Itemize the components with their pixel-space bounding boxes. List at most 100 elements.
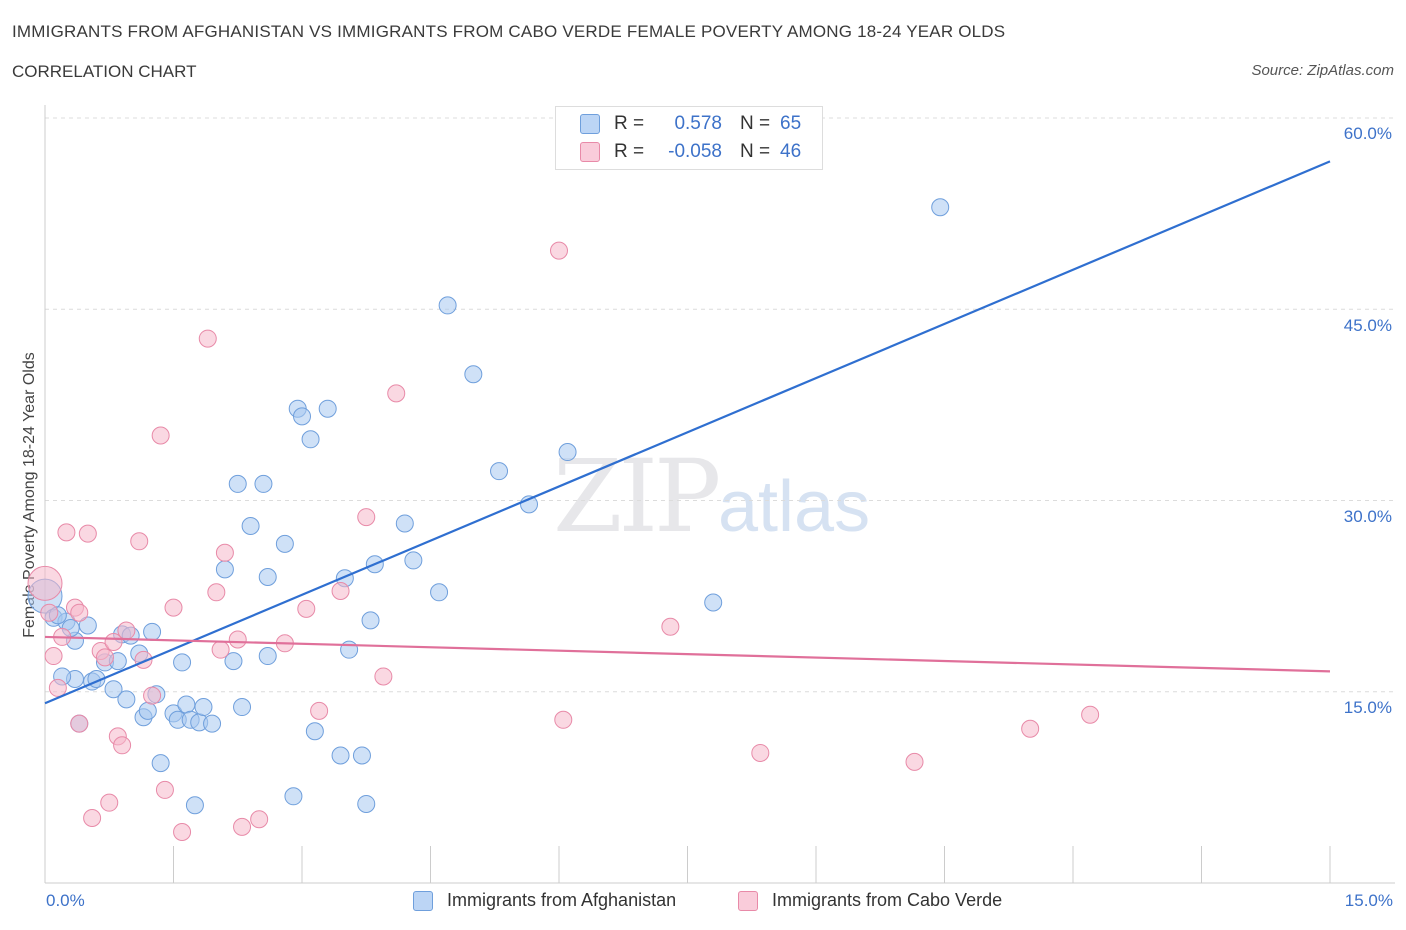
data-point-cabo-verde [297, 599, 316, 618]
data-point-cabo-verde [164, 598, 183, 617]
watermark-atlas: atlas [718, 467, 871, 547]
data-point-cabo-verde [233, 817, 252, 836]
data-point-afghanistan [293, 407, 311, 426]
data-point-cabo-verde [387, 384, 406, 403]
data-point-afghanistan [931, 198, 950, 217]
series-cabo-verde-points [27, 241, 1100, 841]
n-value: 46 [780, 141, 802, 162]
data-point-cabo-verde [250, 810, 269, 829]
n-value: 65 [780, 113, 802, 134]
stats-row-cabo-verde: R = -0.058 N = 46 [580, 140, 801, 164]
data-point-cabo-verde [95, 648, 114, 667]
n-label: N = [740, 141, 771, 162]
r-value: -0.058 [668, 141, 722, 162]
data-point-cabo-verde [661, 617, 680, 636]
axes [44, 105, 1395, 884]
data-point-afghanistan [284, 787, 303, 806]
data-point-cabo-verde [155, 780, 174, 799]
stats-legend: R = 0.578 N = 65 R = -0.058 N = 46 [555, 106, 823, 170]
data-point-cabo-verde [173, 823, 192, 841]
data-point-afghanistan [177, 695, 196, 714]
x-tick-label-max: 15.0% [1344, 891, 1393, 910]
data-point-afghanistan [331, 746, 350, 765]
data-point-afghanistan [430, 583, 449, 602]
data-point-cabo-verde [113, 736, 132, 755]
data-point-cabo-verde [331, 582, 350, 601]
data-point-afghanistan [438, 296, 457, 315]
data-point-afghanistan [241, 517, 260, 535]
x-tick-label-min: 0.0% [46, 891, 85, 910]
data-point-cabo-verde [554, 710, 573, 729]
series-afghanistan-points [27, 198, 950, 815]
chart-subtitle: CORRELATION CHART [12, 62, 197, 81]
data-point-afghanistan [404, 551, 423, 570]
data-point-afghanistan [305, 722, 324, 741]
data-point-cabo-verde [83, 808, 102, 827]
data-point-cabo-verde [117, 621, 136, 640]
data-point-cabo-verde [44, 647, 63, 666]
swatch-pink [580, 142, 600, 162]
data-point-afghanistan [104, 680, 123, 699]
r-value: 0.578 [674, 113, 722, 134]
data-point-cabo-verde [27, 565, 63, 601]
data-point-afghanistan [464, 365, 483, 384]
legend-swatch-blue [413, 890, 433, 911]
source-credit: Source: ZipAtlas.com [1251, 62, 1394, 79]
stats-row-afghanistan: R = 0.578 N = 65 [580, 112, 801, 136]
data-point-afghanistan [203, 714, 222, 733]
data-point-cabo-verde [228, 630, 247, 649]
data-point-afghanistan [224, 652, 243, 671]
legend-item-afghanistan: Immigrants from Afghanistan [413, 890, 676, 911]
data-point-afghanistan [143, 622, 162, 641]
r-label: R = [614, 141, 645, 162]
data-point-afghanistan [138, 701, 157, 720]
swatch-blue [580, 114, 600, 134]
data-point-cabo-verde [143, 686, 162, 705]
data-point-cabo-verde [374, 667, 393, 686]
data-point-afghanistan [395, 514, 414, 533]
data-point-afghanistan [357, 794, 376, 813]
data-point-afghanistan [352, 746, 371, 765]
data-point-cabo-verde [751, 743, 770, 762]
data-point-cabo-verde [198, 329, 217, 348]
data-point-afghanistan [185, 796, 204, 815]
data-point-afghanistan [361, 611, 380, 630]
data-point-afghanistan [301, 430, 320, 449]
data-point-cabo-verde [151, 426, 170, 445]
trend-line-cabo-verde [44, 635, 1331, 673]
data-point-cabo-verde [310, 701, 329, 720]
y-tick-label: 15.0% [1343, 698, 1392, 717]
data-point-afghanistan [117, 690, 136, 709]
y-tick-label: 30.0% [1343, 507, 1392, 526]
data-point-afghanistan [215, 560, 234, 579]
data-point-afghanistan [318, 399, 337, 418]
data-point-cabo-verde [215, 543, 234, 562]
data-point-afghanistan [194, 698, 213, 717]
data-point-cabo-verde [550, 241, 568, 260]
data-point-cabo-verde [207, 583, 226, 602]
data-point-cabo-verde [130, 532, 149, 551]
data-point-afghanistan [228, 474, 247, 493]
watermark-zip: ZIP [553, 438, 721, 555]
chart-title: IMMIGRANTS FROM AFGHANISTAN VS IMMIGRANT… [12, 22, 1006, 41]
data-point-afghanistan [78, 616, 97, 635]
legend-label-afghanistan: Immigrants from Afghanistan [447, 890, 677, 910]
series-legend: Immigrants from Afghanistan Immigrants f… [0, 890, 1406, 916]
data-point-afghanistan [254, 474, 273, 493]
data-point-cabo-verde [357, 508, 376, 527]
data-point-afghanistan [258, 568, 277, 586]
data-point-cabo-verde [905, 752, 924, 771]
data-point-cabo-verde [211, 640, 230, 659]
data-point-afghanistan [151, 754, 170, 773]
data-point-afghanistan [704, 593, 723, 612]
y-tick-label: 60.0% [1343, 124, 1392, 143]
y-tick-label: 45.0% [1343, 316, 1392, 335]
data-point-afghanistan [340, 640, 359, 659]
trend-line-afghanistan [44, 160, 1331, 705]
data-point-afghanistan [490, 462, 509, 481]
legend-item-cabo-verde: Immigrants from Cabo Verde [738, 890, 1002, 911]
legend-label-cabo-verde: Immigrants from Cabo Verde [772, 890, 1003, 910]
data-point-afghanistan [558, 443, 577, 462]
data-point-cabo-verde [48, 678, 67, 697]
data-point-cabo-verde [1081, 705, 1100, 724]
